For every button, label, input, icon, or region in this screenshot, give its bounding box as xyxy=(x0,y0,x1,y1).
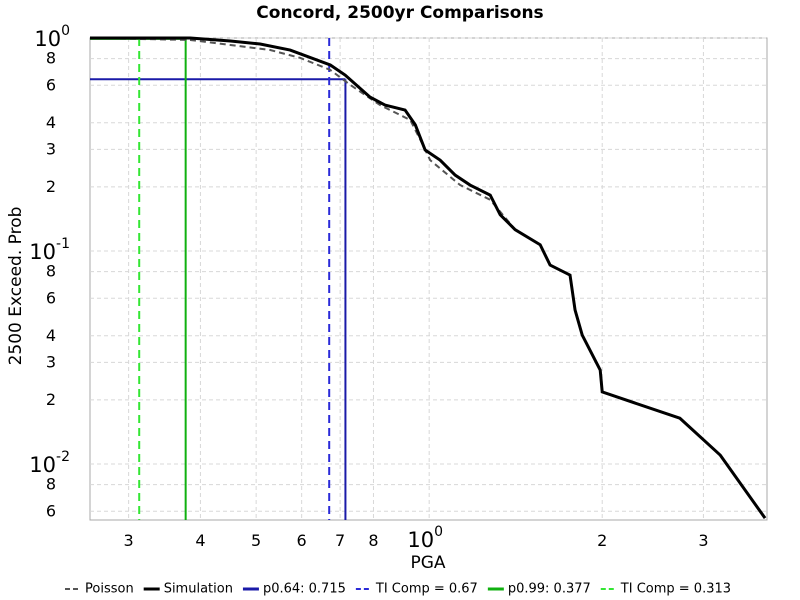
y-tick-label-base: 3 xyxy=(46,139,56,158)
y-tick-label: 2 xyxy=(46,389,56,408)
y-tick-label: 100 xyxy=(34,23,70,51)
x-tick-label-base: 2 xyxy=(597,531,607,550)
y-tick-label: 2 xyxy=(46,176,56,195)
y-tick-label-sup: -2 xyxy=(56,449,70,465)
y-tick-label: 3 xyxy=(46,139,56,158)
y-tick-label-base: 8 xyxy=(46,48,56,67)
y-tick-label-base: 10 xyxy=(29,453,56,477)
x-axis-label: PGA xyxy=(410,553,445,573)
x-tick-label-base: 6 xyxy=(297,531,307,550)
x-tick-label-base: 8 xyxy=(368,531,378,550)
y-tick-label: 6 xyxy=(46,75,56,94)
y-axis-label: 2500 Exceed. Prob xyxy=(6,207,26,366)
y-tick-label: 6 xyxy=(46,501,56,520)
y-tick-label-base: 4 xyxy=(46,325,56,344)
series-line xyxy=(90,36,767,520)
chart-title: Concord, 2500yr Comparisons xyxy=(256,3,543,23)
y-tick-label: 10-2 xyxy=(29,449,70,477)
y-tick-label: 10-1 xyxy=(29,236,70,264)
x-tick-label-base: 4 xyxy=(195,531,205,550)
y-tick-label-base: 3 xyxy=(46,352,56,371)
legend-label: Simulation xyxy=(164,582,233,597)
y-tick-label-base: 8 xyxy=(46,474,56,493)
x-tick-label-base: 3 xyxy=(124,531,134,550)
x-tick-label: 8 xyxy=(368,531,378,550)
y-tick-label: 4 xyxy=(46,112,56,131)
plot-area xyxy=(89,37,768,521)
legend-label: p0.99: 0.377 xyxy=(508,582,591,597)
y-tick-label-base: 6 xyxy=(46,501,56,520)
x-tick-label: 3 xyxy=(124,531,134,550)
y-tick-label: 6 xyxy=(46,288,56,307)
y-tick-label-base: 6 xyxy=(46,288,56,307)
y-tick-label-sup: -1 xyxy=(56,236,70,252)
legend-label: Poisson xyxy=(85,582,134,597)
x-tick-label-base: 3 xyxy=(698,531,708,550)
x-tick-label-base: 5 xyxy=(251,531,261,550)
legend-label: p0.64: 0.715 xyxy=(263,582,346,597)
y-tick-label-sup: 0 xyxy=(61,23,70,39)
y-tick-label: 3 xyxy=(46,352,56,371)
x-tick-label-base: 7 xyxy=(335,531,345,550)
y-tick-label: 8 xyxy=(46,474,56,493)
y-tick-label: 8 xyxy=(46,48,56,67)
y-tick-label-base: 2 xyxy=(46,176,56,195)
y-tick-label: 8 xyxy=(46,261,56,280)
x-tick-label-base: 10 xyxy=(407,528,434,552)
x-tick-label: 100 xyxy=(407,524,443,552)
x-tick-label: 4 xyxy=(195,531,205,550)
legend-label: TI Comp = 0.313 xyxy=(620,582,731,597)
y-tick-label-base: 10 xyxy=(34,27,61,51)
y-tick-label-base: 6 xyxy=(46,75,56,94)
legend-label: TI Comp = 0.67 xyxy=(375,582,478,597)
x-tick-label: 6 xyxy=(297,531,307,550)
x-tick-label: 2 xyxy=(597,531,607,550)
x-tick-label: 3 xyxy=(698,531,708,550)
y-tick-label-base: 4 xyxy=(46,112,56,131)
x-tick-label: 5 xyxy=(251,531,261,550)
x-tick-label: 7 xyxy=(335,531,345,550)
y-tick-label-base: 8 xyxy=(46,261,56,280)
y-tick-label-base: 10 xyxy=(29,240,56,264)
y-tick-label: 4 xyxy=(46,325,56,344)
y-tick-label-base: 2 xyxy=(46,389,56,408)
x-tick-label-sup: 0 xyxy=(434,524,443,540)
